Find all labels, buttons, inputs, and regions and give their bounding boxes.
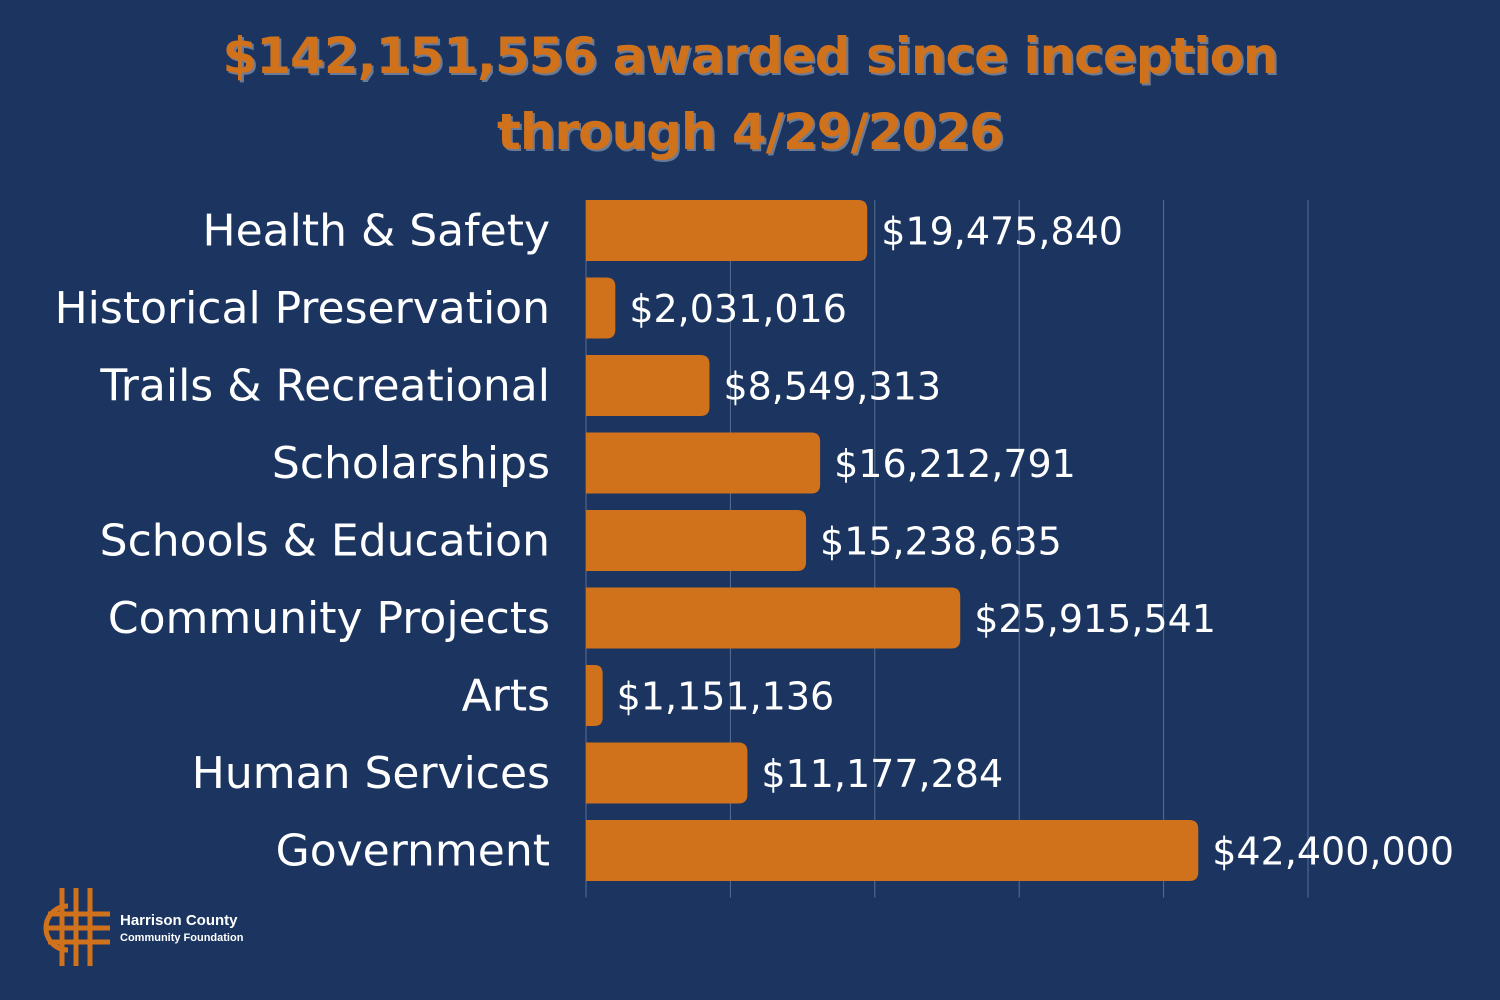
category-label: Scholarships (272, 438, 550, 489)
logo-line2: Community Foundation (120, 932, 244, 944)
category-label: Trails & Recreational (99, 361, 550, 412)
logo-line1: Harrison County (120, 912, 238, 929)
value-label: $16,212,791 (834, 442, 1076, 486)
bar (586, 665, 603, 726)
category-label: Human Services (192, 748, 550, 799)
hccf-weave-logo-icon (43, 888, 110, 966)
bar (586, 277, 616, 339)
category-label: Health & Safety (202, 206, 550, 257)
category-label: Schools & Education (100, 516, 550, 567)
category-label: Historical Preservation (55, 283, 550, 334)
bar (586, 742, 748, 804)
category-label: Arts (462, 671, 550, 722)
chart-title-line1: $142,151,556 awarded since inception (222, 27, 1278, 85)
category-label: Government (276, 826, 550, 877)
logo: Harrison County Community Foundation (40, 884, 280, 970)
value-label: $8,549,313 (723, 365, 941, 409)
bar (586, 510, 807, 571)
bar (586, 820, 1199, 881)
value-label: $19,475,840 (881, 210, 1123, 254)
category-label: Community Projects (108, 593, 550, 644)
logo-text: Harrison County Community Foundation (120, 912, 243, 946)
value-label: $11,177,284 (761, 752, 1003, 796)
bar (586, 432, 821, 494)
bar (586, 587, 961, 649)
value-label: $15,238,635 (820, 520, 1062, 564)
bar (586, 200, 868, 261)
value-label: $2,031,016 (629, 287, 847, 331)
chart-title-line2: through 4/29/2026 (497, 103, 1004, 161)
bar (586, 355, 710, 416)
value-label: $25,915,541 (974, 597, 1216, 641)
chart-title: $142,151,556 awarded since inception thr… (0, 18, 1500, 170)
value-label: $1,151,136 (617, 675, 835, 719)
value-label: $42,400,000 (1212, 830, 1454, 874)
